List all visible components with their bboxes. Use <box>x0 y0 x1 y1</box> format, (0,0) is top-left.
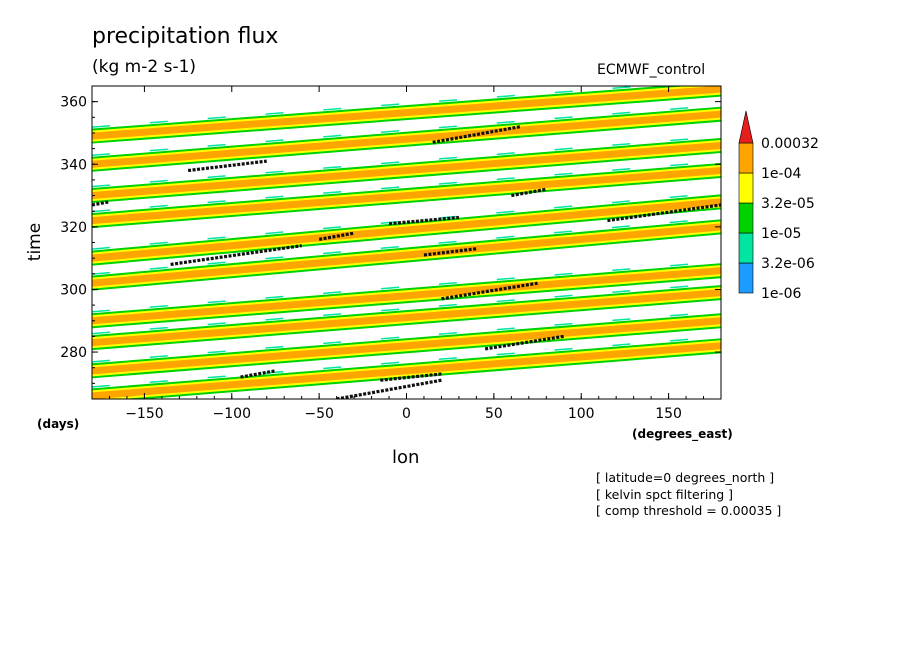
precip-band-fringe <box>92 311 721 363</box>
precip-band-contour <box>92 199 721 261</box>
precip-band <box>92 217 721 291</box>
precip-band-fringe <box>92 135 721 188</box>
note-threshold: [ comp threshold = 0.00035 ] <box>596 503 782 518</box>
threshold-core <box>511 187 547 198</box>
precip-band-contour <box>92 168 721 223</box>
colorbar-label: 1e-04 <box>761 166 801 182</box>
y-tick-label: 320 <box>60 220 87 236</box>
threshold-core <box>388 215 460 226</box>
precip-band <box>92 260 721 329</box>
chart-units: (kg m-2 s-1) <box>92 57 197 77</box>
threshold-core <box>380 372 442 382</box>
precip-band-contour <box>92 290 721 345</box>
y-axis-units: (days) <box>37 417 80 431</box>
note-filtering: [ kelvin spct filtering ] <box>596 487 734 502</box>
threshold-core <box>432 125 521 144</box>
colorbar-extend-triangle <box>738 110 754 144</box>
colorbar-swatch <box>738 262 754 294</box>
threshold-core <box>607 203 721 223</box>
y-axis: 280 300 320 340 360 <box>60 85 721 384</box>
x-axis-label: lon <box>392 447 420 468</box>
precip-band <box>92 86 721 144</box>
precip-band <box>92 336 721 399</box>
precip-band-fringe <box>92 217 721 275</box>
colorbar-label: 3.2e-06 <box>761 256 815 272</box>
precip-band <box>92 192 721 266</box>
chart-title: precipitation flux <box>92 24 279 49</box>
precip-band-contour <box>92 318 721 373</box>
precip-band-contour <box>92 343 721 398</box>
threshold-core <box>170 244 302 266</box>
colorbar-label: 0.00032 <box>761 136 819 152</box>
x-axis: −150 −100 −50 0 50 100 150 <box>91 86 722 422</box>
threshold-core <box>92 200 110 207</box>
precip-band-contour <box>92 268 721 323</box>
colorbar-label: 3.2e-05 <box>761 196 815 212</box>
precip-band <box>92 104 721 172</box>
y-tick-label: 280 <box>60 345 87 361</box>
y-tick-label: 340 <box>60 157 87 173</box>
colorbar-swatch <box>738 202 754 234</box>
precip-band-fringe <box>92 160 721 213</box>
x-tick-label: −150 <box>125 406 163 422</box>
y-tick-label: 360 <box>60 95 87 111</box>
precip-band-contour <box>92 143 721 198</box>
precip-band-fringe <box>92 192 721 250</box>
x-axis-units: (degrees_east) <box>632 427 733 441</box>
x-tick-label: −50 <box>304 406 334 422</box>
precip-band-fringe <box>92 282 721 335</box>
colorbar-swatch <box>738 142 754 174</box>
threshold-core <box>441 281 538 301</box>
plot-area <box>92 86 721 399</box>
precip-band-fringe <box>92 86 653 128</box>
x-tick-label: 100 <box>568 406 595 422</box>
precip-band <box>92 282 721 351</box>
x-tick-label: 0 <box>402 406 411 422</box>
colorbar-swatch <box>738 232 754 264</box>
y-tick-label: 300 <box>60 282 87 298</box>
colorbar-label: 1e-05 <box>761 226 801 242</box>
precip-band <box>92 135 721 204</box>
colorbar: 1e-06 3.2e-06 1e-05 3.2e-05 1e-04 0.00032 <box>738 110 819 302</box>
precip-band-contour <box>92 112 721 167</box>
threshold-core <box>187 159 267 173</box>
x-tick-label: 150 <box>655 406 682 422</box>
threshold-core <box>318 231 355 241</box>
dataset-label: ECMWF_control <box>597 62 706 78</box>
precip-band-fringe <box>92 104 721 156</box>
colorbar-label: 1e-06 <box>761 286 801 302</box>
precip-band-fringe <box>92 336 721 388</box>
precip-band-contour <box>92 224 721 286</box>
precip-band <box>92 160 721 229</box>
note-latitude: [ latitude=0 degrees_north ] <box>596 470 775 485</box>
precip-band-contour <box>92 87 721 139</box>
x-tick-label: −100 <box>213 406 251 422</box>
threshold-core <box>240 369 276 379</box>
precip-band-fringe <box>92 260 721 313</box>
x-tick-label: 50 <box>485 406 503 422</box>
precip-band <box>92 311 721 379</box>
colorbar-swatch <box>738 172 754 204</box>
